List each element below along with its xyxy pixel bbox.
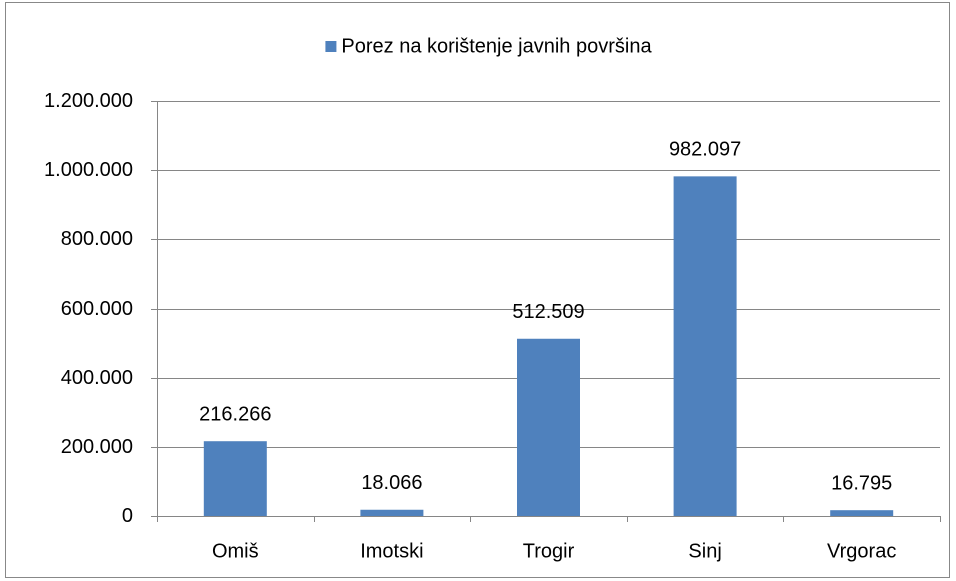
y-tick-label: 400.000 [61, 367, 133, 389]
bar [203, 441, 267, 516]
bar [517, 338, 580, 516]
data-label: 216.266 [199, 403, 271, 425]
x-tick-label: Imotski [360, 540, 423, 562]
y-tick-label: 1.200.000 [44, 90, 133, 112]
y-tick-label: 200.000 [61, 436, 133, 458]
bar [360, 509, 424, 516]
legend-label: Porez na korištenje javnih površina [341, 35, 652, 57]
data-label: 18.066 [361, 472, 422, 494]
bar [673, 176, 737, 516]
data-label: 982.097 [669, 139, 741, 161]
legend-swatch [325, 41, 337, 52]
x-tick-label: Vrgorac [827, 540, 896, 562]
y-tick-label: 1.000.000 [44, 159, 133, 181]
x-tick-label: Trogir [523, 540, 575, 562]
x-tick-label: Sinj [688, 540, 721, 562]
chart-frame [5, 2, 950, 578]
x-tick-label: Omiš [212, 540, 259, 562]
y-tick-label: 800.000 [61, 228, 133, 250]
bar [830, 510, 894, 516]
y-tick-label: 0 [122, 505, 133, 527]
data-label: 512.509 [512, 301, 584, 323]
data-label: 16.795 [831, 472, 892, 494]
y-tick-label: 600.000 [61, 298, 133, 320]
